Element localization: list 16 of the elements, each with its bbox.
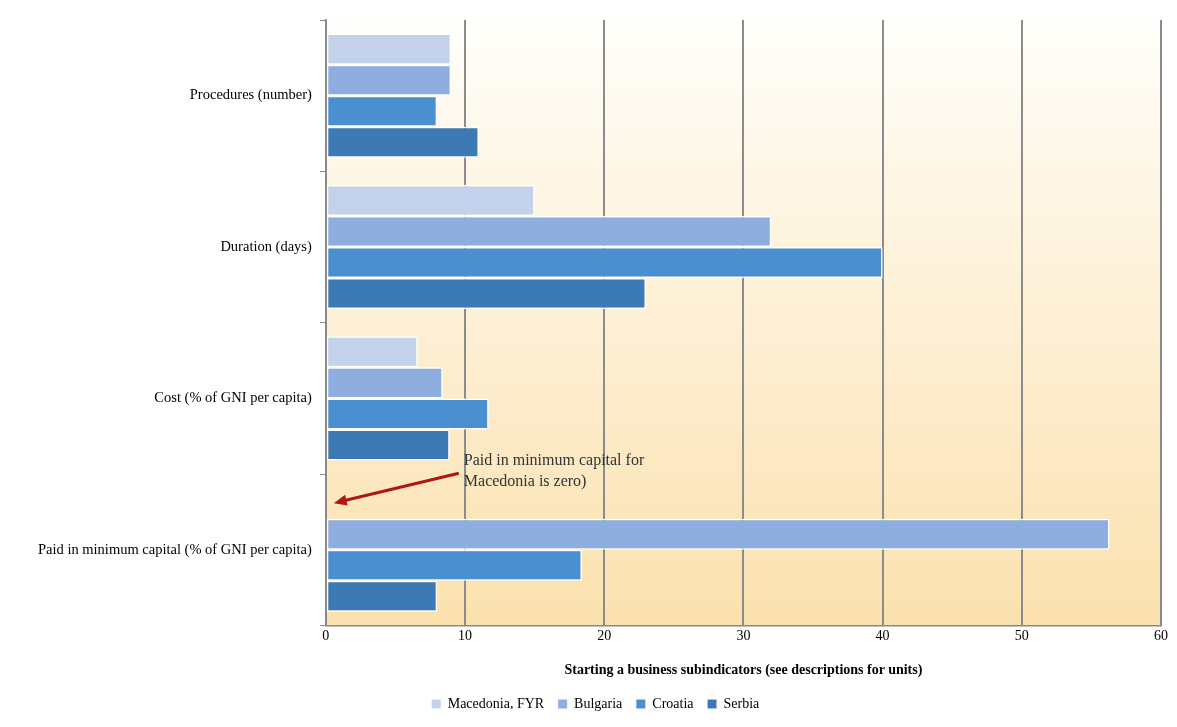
y-tick-label: Duration (days) [220,237,312,255]
x-tick-label: 50 [1014,628,1029,644]
legend-label: Croatia [652,695,695,711]
legend-label: Serbia [723,695,761,711]
legend-label: Macedonia, FYR [447,695,545,711]
x-tick-label: 20 [597,628,612,644]
x-tick-label: 0 [322,628,330,644]
x-tick-label: 30 [736,628,751,644]
legend-label: Bulgaria [574,695,624,711]
x-tick-label: 10 [458,628,473,644]
y-tick-label: Paid in minimum capital (% of GNI per capita) [38,540,312,558]
y-tick-label: Procedures (number) [189,86,312,104]
y-tick-label: Cost (% of GNI per capita) [154,389,312,407]
x-axis-title: Starting a business subindicators (see descriptions for units) [564,662,923,679]
x-tick-label: 60 [1154,628,1168,644]
x-tick-label: 40 [875,628,890,644]
